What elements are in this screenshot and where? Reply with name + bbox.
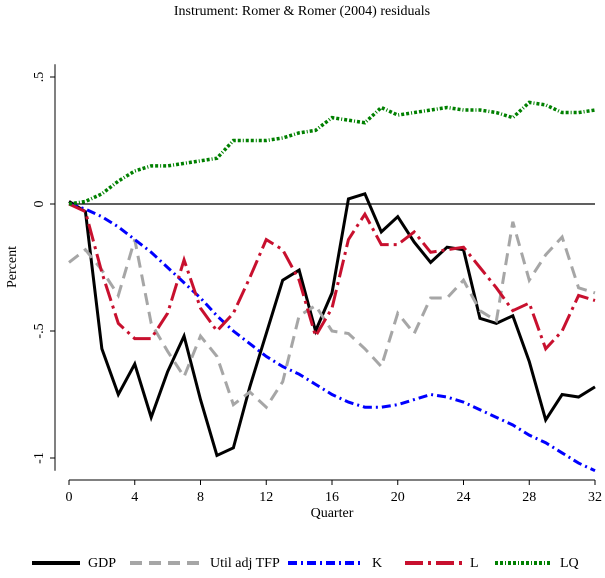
legend-label: GDP [88,556,116,571]
x-tick-label: 12 [259,490,273,505]
x-tick-label: 32 [588,490,602,505]
y-tick-label: -1 [32,452,47,464]
y-axis-label: Percent [5,246,20,288]
series-line [68,202,596,352]
x-tick-label: 8 [197,490,204,505]
legend-label: L [470,556,479,571]
x-tick-label: 16 [325,490,339,505]
y-tick-label: -.5 [32,323,47,338]
series-line [68,221,596,410]
x-tick-label: 20 [391,490,405,505]
series-line [68,192,596,458]
x-tick-label: 0 [66,490,73,505]
series-line [68,100,596,206]
legend-label: LQ [560,556,579,571]
chart-title: Instrument: Romer & Romer (2004) residua… [174,4,430,19]
y-tick-label: .5 [32,72,47,83]
legend-label: K [372,556,382,571]
y-tick-label: 0 [32,201,47,208]
x-tick-label: 4 [131,490,138,505]
x-tick-label: 28 [522,490,536,505]
series-line [68,202,596,473]
x-tick-label: 24 [457,490,471,505]
legend-label: Util adj TFP [210,556,280,571]
x-axis-label: Quarter [311,506,354,521]
